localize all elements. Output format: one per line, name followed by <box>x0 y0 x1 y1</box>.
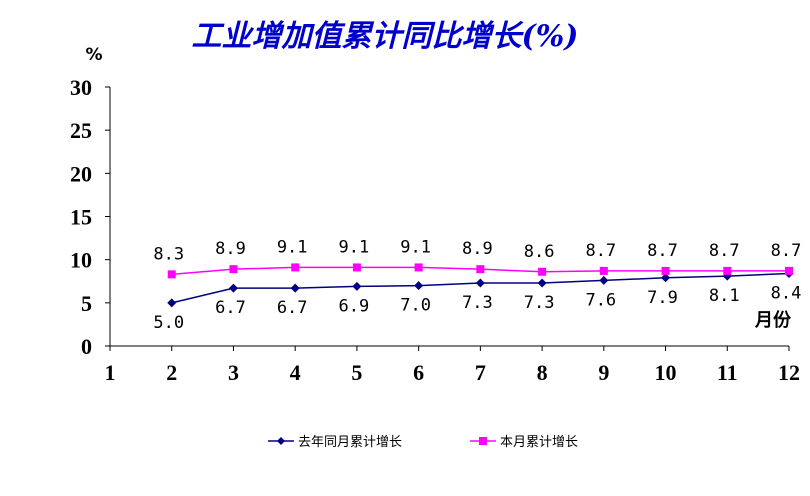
x-axis-label: 月份 <box>754 309 792 331</box>
data-point <box>661 273 671 283</box>
data-label: 8.7 <box>585 241 616 261</box>
data-point <box>538 267 547 276</box>
data-label: 7.3 <box>462 293 493 313</box>
data-point <box>785 266 793 275</box>
x-tick-label: 11 <box>717 360 738 385</box>
data-point <box>167 270 176 279</box>
chart-title: 工业增加值累计同比增长(%) <box>192 19 579 54</box>
y-tick-label: 5 <box>81 291 92 316</box>
data-point <box>723 266 732 275</box>
data-point <box>476 265 485 274</box>
data-label: 7.9 <box>647 288 678 308</box>
data-point <box>414 263 423 272</box>
data-point <box>537 278 547 288</box>
data-label: 7.6 <box>585 290 616 310</box>
data-label: 5.0 <box>153 313 184 333</box>
x-tick-label: 10 <box>655 360 677 385</box>
data-point <box>475 278 485 288</box>
data-label: 8.6 <box>524 242 555 262</box>
series-layer: 5.0 6.7 6.7 6.9 7.0 7.3 7.3 7.6 7.9 8.1 8.4 8.3 8.9 9… <box>153 237 801 332</box>
x-tick-label: 12 <box>778 360 800 385</box>
data-label: 8.7 <box>647 241 678 261</box>
data-point <box>167 298 177 308</box>
x-tick-label: 4 <box>290 360 301 385</box>
data-point <box>661 266 670 275</box>
x-tick-label: 1 <box>105 360 116 385</box>
data-label: 9.1 <box>277 237 308 257</box>
x-tick-label: 3 <box>228 360 239 385</box>
data-point <box>599 266 608 275</box>
data-label: 9.1 <box>400 237 431 257</box>
data-label: 8.1 <box>709 286 740 306</box>
data-label: 8.9 <box>462 239 493 259</box>
y-tick-label: 30 <box>70 75 92 100</box>
data-label: 7.0 <box>400 296 431 316</box>
x-tick-label: 8 <box>537 360 548 385</box>
legend-marker <box>479 437 487 445</box>
data-label: 6.7 <box>277 298 308 318</box>
data-label: 6.7 <box>215 298 246 318</box>
data-point <box>352 263 361 272</box>
y-tick-label: 25 <box>70 118 92 143</box>
data-label: 7.3 <box>524 293 555 313</box>
legend-label: 本月累计增长 <box>500 435 578 450</box>
data-label: 8.9 <box>215 239 246 259</box>
y-tick-label: 0 <box>81 334 92 359</box>
y-tick-label: 10 <box>70 248 92 273</box>
data-label: 8.7 <box>771 241 802 261</box>
y-axis-label: % <box>85 45 102 65</box>
x-tick-label: 2 <box>166 360 177 385</box>
data-label: 9.1 <box>339 237 370 257</box>
legend-label: 去年同月累计增长 <box>298 435 402 450</box>
data-point <box>229 265 238 274</box>
data-label: 8.3 <box>153 244 184 264</box>
data-point <box>291 263 300 272</box>
legend: 去年同月累计增长 本月累计增长 <box>268 435 578 450</box>
data-point <box>599 275 609 285</box>
y-tick-label: 20 <box>70 161 92 186</box>
data-point <box>352 281 362 291</box>
legend-marker <box>277 437 285 445</box>
x-tick-label: 7 <box>475 360 486 385</box>
data-point <box>228 283 238 293</box>
data-label: 6.9 <box>339 296 370 316</box>
data-label: 8.7 <box>709 241 740 261</box>
y-tick-label: 15 <box>70 205 92 230</box>
x-tick-label: 5 <box>351 360 362 385</box>
data-point <box>414 281 424 291</box>
x-tick-label: 6 <box>413 360 424 385</box>
x-tick-label: 9 <box>598 360 609 385</box>
data-point <box>290 283 300 293</box>
data-label: 8.4 <box>771 283 802 303</box>
